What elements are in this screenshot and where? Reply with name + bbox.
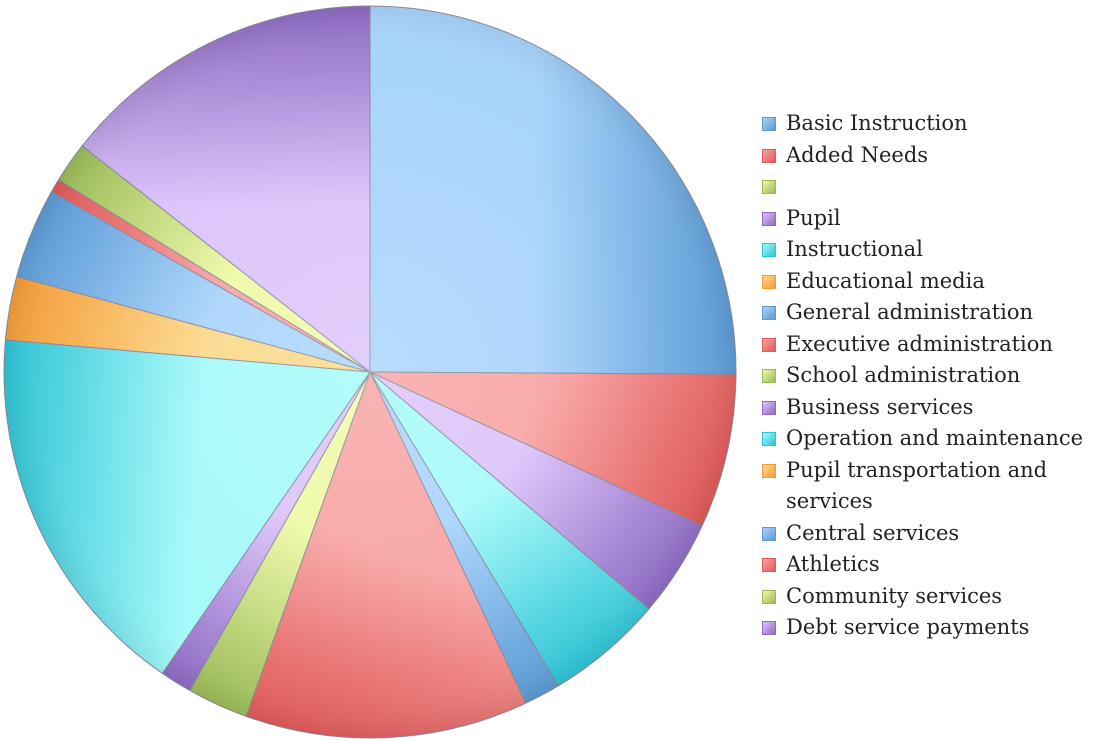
legend-item: Central services [762,518,1104,550]
legend-label: School administration [786,363,1021,387]
legend-label: Central services [786,520,960,545]
legend-item: Operation and maintenance [762,423,1104,455]
legend-swatch [762,621,776,635]
legend-item: Executive administration [762,329,1104,361]
legend-swatch [762,526,776,541]
legend-item: General administration [762,297,1104,329]
legend-swatch [762,306,776,320]
legend-item: Instructional [762,234,1104,266]
pie-slices [3,5,737,739]
legend-label: Pupil [786,205,841,230]
legend: Basic Instruction Added Needs Pupil Instru… [762,108,1104,644]
legend-item [762,171,1104,203]
legend-label: Debt service payments [786,615,1030,639]
legend-item: Debt service payments [762,612,1104,644]
legend-swatch [762,211,776,226]
legend-item: School administration [762,360,1104,392]
legend-item: Pupil transportation and services [762,455,1104,518]
legend-swatch [762,148,776,163]
pie-slice-basic-instruction [369,5,737,375]
legend-swatch [762,274,776,289]
legend-item: Business services [762,392,1104,424]
legend-label [786,174,793,198]
legend-swatch [762,558,776,572]
legend-label: Community services [786,583,1003,608]
legend-swatch [762,369,776,383]
legend-swatch [762,337,776,352]
legend-swatch [762,589,776,604]
legend-label: Athletics [786,552,880,576]
legend-label: General administration [786,300,1034,324]
legend-item: Athletics [762,549,1104,581]
legend-label: Added Needs [786,142,929,167]
legend-item: Pupil [762,203,1104,235]
legend-label: Educational media [786,268,985,293]
pie-chart [3,5,737,739]
legend-label: Instructional [786,237,923,261]
legend-label: Operation and maintenance [786,426,1084,450]
legend-label: Basic Instruction [786,111,968,135]
legend-item: Community services [762,581,1104,613]
legend-swatch [762,243,776,257]
legend-label: Business services [786,394,974,419]
legend-item: Educational media [762,266,1104,298]
legend-swatch [762,463,776,478]
legend-label: Executive administration [786,331,1053,356]
legend-swatch [762,400,776,415]
legend-swatch [762,180,776,194]
legend-label: Pupil transportation and services [786,457,1048,514]
legend-item: Basic Instruction [762,108,1104,140]
legend-swatch [762,117,776,131]
legend-item: Added Needs [762,140,1104,172]
legend-swatch [762,432,776,446]
